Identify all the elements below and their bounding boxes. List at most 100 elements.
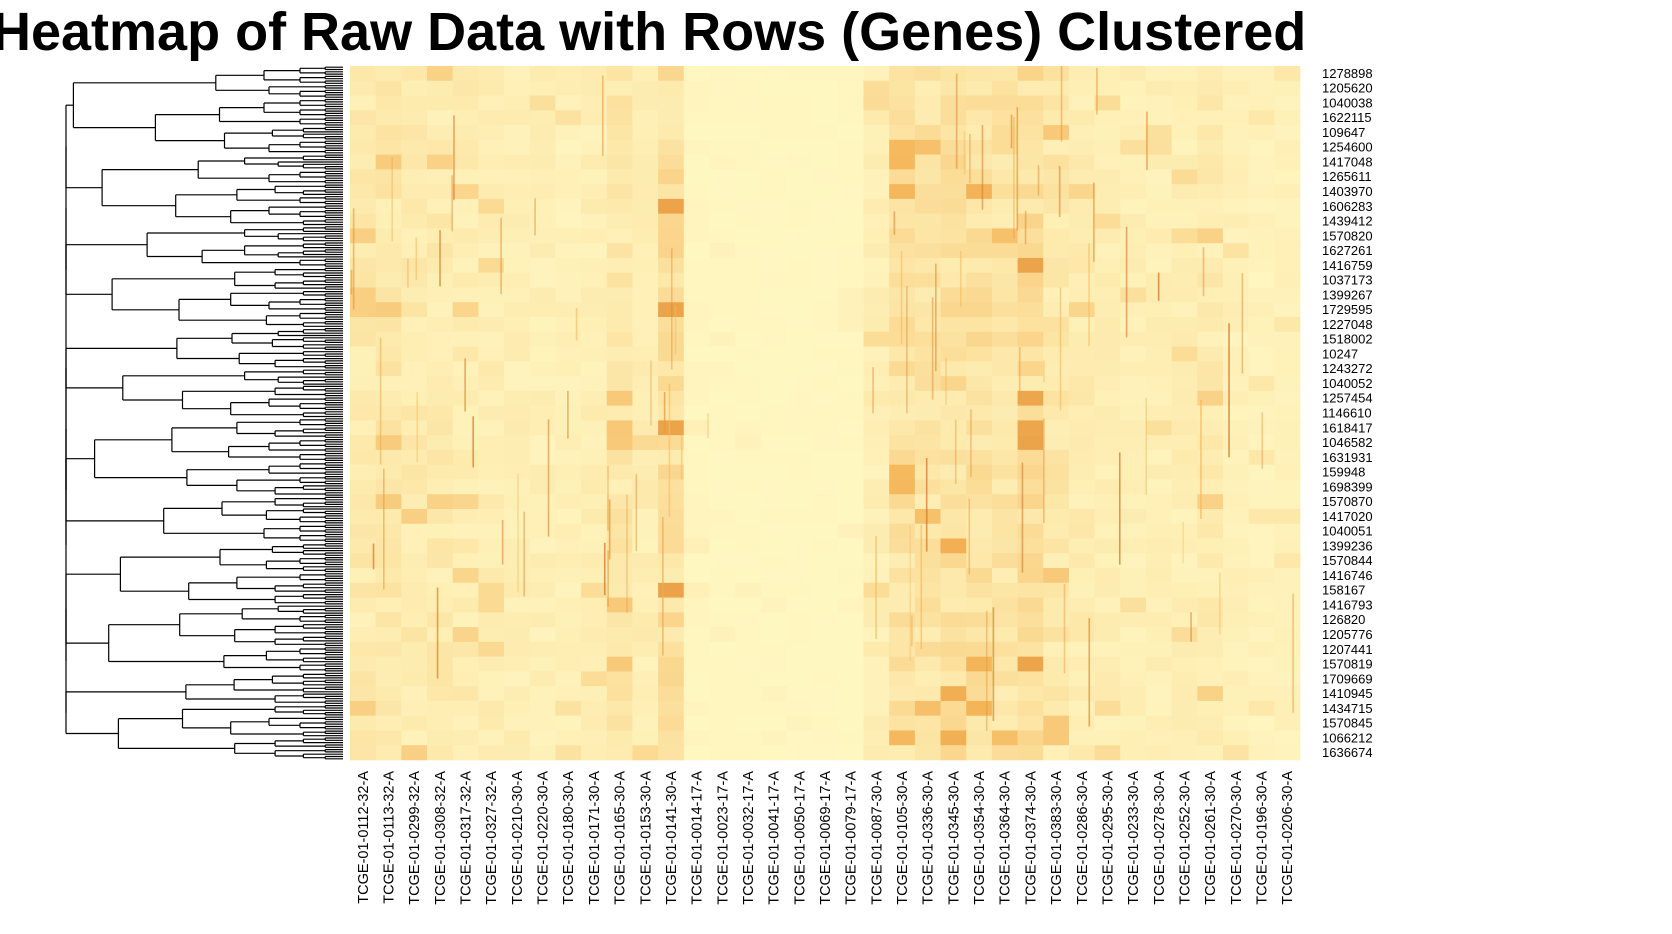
heatmap-cell	[555, 331, 582, 347]
heatmap-cell	[658, 730, 685, 746]
row-label: 1399267	[1322, 287, 1373, 302]
heatmap-cell	[375, 449, 402, 465]
heatmap-cell	[837, 139, 864, 155]
heatmap-cell	[1094, 213, 1121, 229]
heatmap-cell	[1043, 361, 1070, 377]
heatmap-cell	[1043, 420, 1070, 436]
heatmap-cell	[658, 464, 685, 480]
row-label: 1631931	[1322, 450, 1373, 465]
heatmap-cell	[529, 538, 556, 554]
heatmap-cell	[709, 110, 736, 126]
heatmap-cell	[504, 169, 531, 185]
heatmap-cell	[427, 95, 454, 111]
heatmap-cell	[786, 700, 813, 717]
heatmap-cell	[427, 449, 454, 465]
heatmap-cell	[350, 272, 376, 288]
heatmap-cell	[914, 390, 941, 406]
heatmap-cell	[863, 376, 890, 392]
row-label: 1622115	[1322, 110, 1372, 125]
heatmap-cell	[658, 110, 685, 126]
heatmap-cell	[1017, 449, 1044, 465]
column-label: TCGE-01-0206-30-A	[1280, 771, 1296, 905]
heatmap-cell	[786, 479, 813, 495]
heatmap-cell	[350, 361, 376, 377]
heatmap-cell	[375, 169, 402, 185]
heatmap-cell	[760, 612, 787, 628]
heatmap-cell	[555, 184, 582, 200]
heatmap-cell	[1017, 582, 1044, 598]
heatmap-cell	[1043, 405, 1070, 421]
heatmap-cell	[1222, 479, 1249, 495]
heatmap-cell	[966, 110, 993, 126]
heatmap-cell	[375, 508, 402, 525]
heatmap-cell	[1248, 435, 1275, 451]
heatmap-cell	[1017, 597, 1044, 613]
heatmap-cell	[760, 80, 787, 96]
heatmap-cell	[786, 715, 813, 731]
heatmap-cell	[966, 464, 993, 480]
heatmap-cell	[478, 449, 505, 465]
heatmap-cell	[709, 641, 736, 657]
heatmap-cell	[889, 243, 916, 259]
heatmap-cell	[375, 198, 402, 214]
heatmap-cell	[1094, 110, 1121, 126]
heatmap-cell	[1197, 671, 1224, 687]
heatmap-cell	[1222, 715, 1249, 731]
heatmap-cell	[863, 700, 890, 717]
heatmap-cell	[709, 700, 736, 717]
heatmap-cell	[350, 479, 376, 495]
heatmap-cell	[786, 80, 813, 96]
heatmap-cell	[529, 66, 556, 82]
heatmap-cell	[889, 435, 916, 451]
heatmap-cell	[1043, 479, 1070, 495]
heatmap-cell	[812, 331, 839, 347]
heatmap-cell	[504, 361, 531, 377]
heatmap-cell	[889, 656, 916, 672]
heatmap-cell	[1043, 730, 1070, 746]
heatmap-cell	[606, 715, 633, 731]
heatmap-streak	[1018, 347, 1021, 399]
heatmap-cell	[863, 656, 890, 672]
heatmap-cell	[991, 80, 1018, 96]
heatmap-cell	[863, 110, 890, 126]
heatmap-cell	[1043, 95, 1070, 111]
heatmap-cell	[427, 508, 454, 525]
heatmap-cell	[401, 641, 428, 657]
heatmap-streak	[668, 383, 671, 517]
column-label: TCGE-01-0180-30-A	[561, 771, 577, 905]
heatmap-cell	[529, 612, 556, 628]
heatmap-cell	[1145, 700, 1172, 717]
heatmap-cell	[1274, 110, 1301, 126]
heatmap-cell	[837, 612, 864, 628]
heatmap-cell	[683, 523, 710, 539]
heatmap-cell	[1120, 745, 1147, 761]
heatmap-cell	[991, 390, 1018, 406]
heatmap-cell	[555, 243, 582, 259]
heatmap-cell	[735, 700, 762, 717]
column-label: TCGE-01-0105-30-A	[895, 771, 911, 905]
heatmap-cell	[760, 671, 787, 687]
heatmap-cell	[452, 331, 479, 347]
heatmap-cell	[1094, 523, 1121, 539]
heatmap-cell	[991, 568, 1018, 584]
heatmap-cell	[606, 641, 633, 657]
heatmap-cell	[709, 612, 736, 628]
heatmap-cell	[555, 66, 582, 82]
heatmap-cell	[863, 361, 890, 377]
heatmap-cell	[1043, 464, 1070, 480]
heatmap-cell	[812, 715, 839, 731]
heatmap-cell	[786, 508, 813, 525]
heatmap-cell	[683, 464, 710, 480]
heatmap-cell	[375, 627, 402, 643]
heatmap-cell	[1145, 479, 1172, 495]
column-label: TCGE-01-0069-17-A	[818, 771, 834, 905]
heatmap-cell	[966, 125, 993, 141]
heatmap-cell	[350, 257, 376, 274]
heatmap-cell	[709, 139, 736, 155]
heatmap-cell	[1222, 538, 1249, 554]
heatmap-cell	[1068, 568, 1095, 584]
heatmap-cell	[966, 95, 993, 111]
heatmap-cell	[478, 700, 505, 717]
heatmap-cell	[1043, 553, 1070, 569]
